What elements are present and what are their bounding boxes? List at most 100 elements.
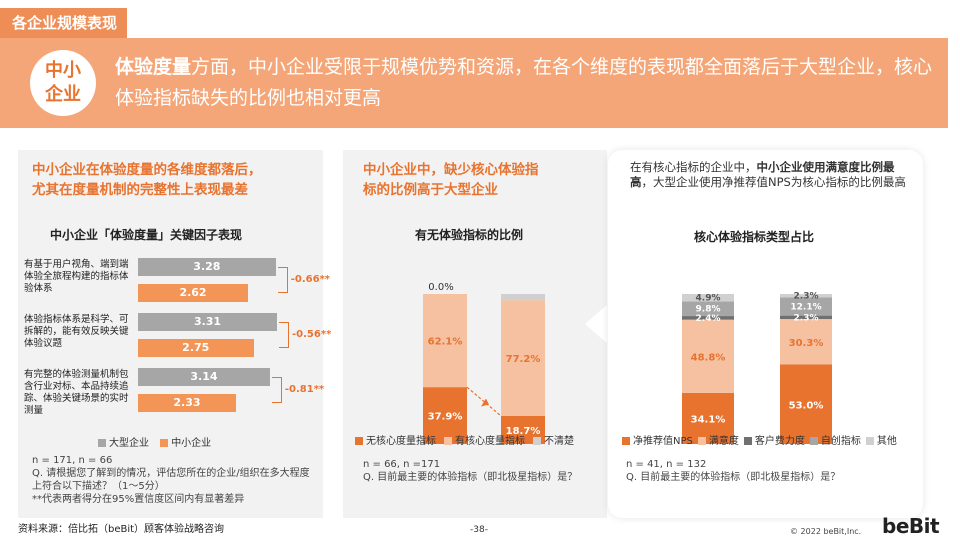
panel2-heading-line1: 中小企业中，缺少核心体验指 bbox=[363, 162, 539, 178]
difference-bracket bbox=[279, 322, 290, 348]
panel1-legend: 大型企业 中小企业 bbox=[98, 434, 219, 449]
legend-item: 其他 bbox=[865, 436, 897, 447]
legend-swatch bbox=[622, 437, 630, 445]
bar-segment bbox=[780, 297, 832, 316]
panel2-note-n: n = 66, n =171 bbox=[363, 459, 441, 470]
hero-text-rest: 方面，中小企业受限于规模优势和资源，在各个维度的表现都全面落后于大型企业，核心体… bbox=[115, 56, 933, 109]
type-stacked-chart: 中小企业大型企业34.1%48.8%2.4%9.8%4.9%53.0%30.3%… bbox=[682, 292, 832, 444]
legend-label: 其他 bbox=[876, 436, 897, 447]
data-label: 34.1% bbox=[691, 414, 726, 425]
legend-label-small: 中小企业 bbox=[171, 438, 212, 449]
data-label: 9.8% bbox=[696, 305, 721, 315]
hero-bold-lead: 体验度量 bbox=[115, 56, 192, 78]
panel-factor-performance: 中小企业在体验度量的各维度都落后， 尤其在度量机制的完整性上表现最差 中小企业「… bbox=[18, 150, 331, 518]
bar-large-enterprise: 3.14 bbox=[138, 368, 270, 386]
callout-arrow bbox=[585, 302, 610, 346]
page-number: -38- bbox=[470, 525, 488, 535]
data-label: 77.2% bbox=[506, 354, 541, 365]
difference-label: -0.81** bbox=[284, 384, 325, 395]
data-label: 18.7% bbox=[506, 426, 541, 437]
panel-indicator-presence: 中小企业中，缺少核心体验指 标的比例高于大型企业 有无体验指标的比例 中小企业大… bbox=[343, 150, 607, 518]
legend-item: 客户费力度 bbox=[743, 436, 805, 447]
legend-swatch-large bbox=[98, 439, 106, 447]
bar-segment bbox=[780, 294, 832, 298]
bar-segment bbox=[682, 319, 734, 393]
bar-segment bbox=[682, 316, 734, 320]
panel3-note-question: Q. 目前最主要的体验指标（即北极星指标）是？ bbox=[626, 472, 841, 483]
panel1-note-n: n = 171, n = 66 bbox=[32, 455, 113, 466]
panel3-intro-a: 在有核心指标的企业中， bbox=[630, 160, 757, 174]
data-label: 2.3% bbox=[794, 313, 819, 323]
data-label: 2.4% bbox=[696, 314, 721, 324]
bar-segment bbox=[501, 294, 545, 301]
hero-badge: 中小 企业 bbox=[30, 50, 96, 116]
legend-item-large: 大型企业 bbox=[98, 438, 149, 449]
legend-swatch bbox=[743, 437, 752, 445]
bar-segment bbox=[501, 300, 545, 416]
legend-item: 有核心度量指标 bbox=[444, 436, 525, 447]
panel3-note-n: n = 41, n = 132 bbox=[626, 459, 707, 470]
panel2-notes: n = 66, n =171 Q. 目前最主要的体验指标（即北极星指标）是？ bbox=[363, 458, 603, 484]
bar-large-enterprise: 3.31 bbox=[138, 313, 278, 331]
panel3-intro: 在有核心指标的企业中，中小企业使用满意度比例最高，大型企业使用净推荐值NPS为核… bbox=[630, 160, 910, 190]
legend-label-large: 大型企业 bbox=[109, 438, 149, 449]
panel-indicator-types: 在有核心指标的企业中，中小企业使用满意度比例最高，大型企业使用净推荐值NPS为核… bbox=[608, 150, 923, 518]
difference-bracket bbox=[277, 267, 288, 293]
presence-stacked-chart: 中小企业大型企业37.9%62.1%0.0%18.7%77.2%4.1% bbox=[423, 282, 545, 444]
data-label: 2.3% bbox=[794, 292, 819, 302]
legend-item: 自创指标 bbox=[809, 436, 861, 447]
panel3-intro-c: ，大型企业使用净推荐值NPS为核心指标的比例最高 bbox=[641, 175, 906, 189]
legend-item: 不清楚 bbox=[533, 436, 574, 447]
bar-segment bbox=[682, 294, 734, 302]
legend-label: 客户费力度 bbox=[754, 436, 805, 447]
bar-segment bbox=[682, 301, 734, 317]
data-label: 0.0% bbox=[428, 282, 453, 293]
panel1-heading: 中小企业在体验度量的各维度都落后， 尤其在度量机制的完整性上表现最差 bbox=[32, 160, 262, 200]
data-label: 12.1% bbox=[790, 303, 821, 313]
bar-segment bbox=[423, 387, 467, 444]
factor-label: 有基于用户视角、端到端体验全旅程构建的指标体验体系 bbox=[24, 259, 129, 294]
bar-small-enterprise: 2.62 bbox=[138, 284, 249, 302]
bar-segment bbox=[682, 392, 734, 444]
legend-swatch bbox=[355, 437, 363, 445]
data-label: 4.9% bbox=[696, 294, 721, 304]
panel2-heading-line2: 标的比例高于大型企业 bbox=[363, 182, 498, 198]
factor-label: 有完整的体验测量机制包含行业对标、本品持续追踪、体验关键场景的实时测量 bbox=[24, 369, 129, 416]
legend-item: 满意度 bbox=[697, 436, 739, 447]
legend-label: 有核心度量指标 bbox=[455, 436, 525, 447]
panel3-notes: n = 41, n = 132 Q. 目前最主要的体验指标（即北极星指标）是？ bbox=[626, 458, 916, 484]
legend-item: 净推荐值NPS bbox=[622, 436, 693, 447]
data-label: 62.1% bbox=[428, 337, 463, 348]
copyright: © 2022 beBit,Inc. bbox=[790, 527, 862, 536]
data-label: 37.9% bbox=[428, 412, 463, 423]
legend-label: 无核心度量指标 bbox=[366, 436, 436, 447]
bar-small-enterprise: 2.33 bbox=[138, 394, 236, 412]
panel2-legend: 无核心度量指标 有核心度量指标 不清楚 bbox=[355, 432, 582, 447]
bar-segment bbox=[780, 315, 832, 320]
data-label: 53.0% bbox=[789, 400, 824, 411]
factor-label: 体验指标体系是科学、可拆解的，能有效反映关键体验议题 bbox=[24, 314, 129, 349]
bar-small-enterprise: 2.75 bbox=[138, 339, 254, 357]
data-label: 48.8% bbox=[691, 352, 726, 363]
hero-badge-line2: 企业 bbox=[45, 84, 81, 105]
legend-swatch-small bbox=[160, 439, 169, 447]
legend-item: 无核心度量指标 bbox=[355, 436, 436, 447]
panel1-heading-line2: 尤其在度量机制的完整性上表现最差 bbox=[32, 182, 248, 198]
panel1-chart-title: 中小企业「体验度量」关键因子表现 bbox=[50, 228, 243, 242]
legend-swatch bbox=[865, 437, 874, 445]
bar-large-enterprise: 3.28 bbox=[138, 258, 276, 276]
panel2-note-question: Q. 目前最主要的体验指标（即北极星指标）是？ bbox=[363, 472, 578, 483]
data-label: 30.3% bbox=[789, 338, 824, 349]
hero-banner: 中小 企业 体验度量方面，中小企业受限于规模优势和资源，在各个维度的表现都全面落… bbox=[0, 38, 948, 128]
panel1-note-significance: **代表两者得分在95%置信度区间内有显著差异 bbox=[32, 494, 245, 505]
panel1-heading-line1: 中小企业在体验度量的各维度都落后， bbox=[32, 162, 262, 178]
legend-label: 净推荐值NPS bbox=[633, 436, 693, 447]
section-tag: 各企业规模表现 bbox=[0, 8, 128, 38]
legend-item-small: 中小企业 bbox=[160, 438, 211, 449]
hero-headline: 体验度量方面，中小企业受限于规模优势和资源，在各个维度的表现都全面落后于大型企业… bbox=[115, 52, 935, 114]
legend-label: 满意度 bbox=[708, 436, 739, 447]
legend-label: 不清楚 bbox=[544, 436, 574, 447]
panel2-heading: 中小企业中，缺少核心体验指 标的比例高于大型企业 bbox=[363, 160, 539, 200]
footer-source: 资料来源：倍比拓（beBit）顾客体验战略咨询 bbox=[18, 524, 225, 535]
panel3-chart-title: 核心体验指标类型占比 bbox=[694, 230, 815, 244]
